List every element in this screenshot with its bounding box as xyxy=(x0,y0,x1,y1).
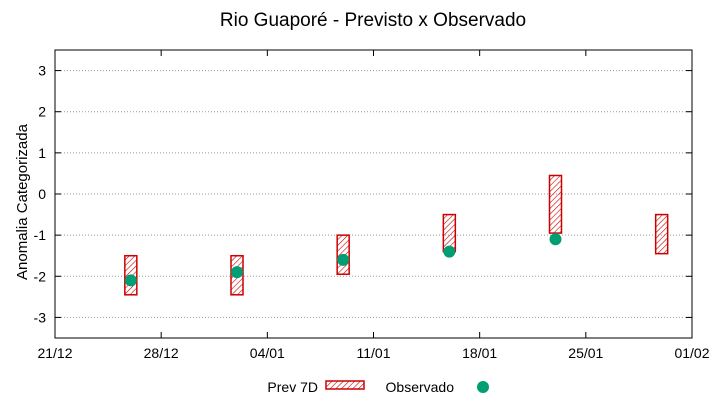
y-tick-label: 2 xyxy=(38,104,46,120)
observed-point xyxy=(337,253,350,266)
x-tick-label: 04/01 xyxy=(250,345,285,361)
x-axis: 21/12 28/12 04/01 11/01 18/01 25/01 01/02 xyxy=(37,50,710,361)
x-tick-label: 28/12 xyxy=(144,345,179,361)
observed-point xyxy=(124,274,137,287)
observed-point xyxy=(549,233,562,246)
y-tick-label: -1 xyxy=(34,227,47,243)
legend-swatch-prev xyxy=(325,380,365,390)
x-tick-label: 11/01 xyxy=(357,345,391,361)
x-tick-label: 01/02 xyxy=(674,345,709,361)
x-tick-label: 18/01 xyxy=(462,345,497,361)
forecast-range-bar xyxy=(654,213,669,255)
y-axis: -3 -2 -1 0 1 2 3 xyxy=(34,63,692,325)
x-tick-label: 21/12 xyxy=(37,345,72,361)
grid-lines xyxy=(55,70,692,318)
y-tick-label: 0 xyxy=(38,186,46,202)
y-tick-label: -3 xyxy=(34,309,47,325)
y-tick-label: 3 xyxy=(38,63,46,79)
y-axis-title: Anomalia Categorizada xyxy=(14,123,31,280)
observed-point xyxy=(231,266,243,279)
legend-label-observado: Observado xyxy=(386,379,455,395)
chart-title: Rio Guaporé - Previsto x Observado xyxy=(220,10,526,31)
legend-marker-observado xyxy=(477,381,489,393)
y-tick-label: -2 xyxy=(34,268,47,284)
legend: Prev 7D Observado xyxy=(267,379,489,395)
x-tick-label: 25/01 xyxy=(568,345,603,361)
y-tick-label: 1 xyxy=(38,145,46,161)
series-layer xyxy=(124,174,669,296)
legend-label-prev: Prev 7D xyxy=(267,379,318,395)
observed-point xyxy=(443,245,456,258)
forecast-range-bar xyxy=(548,174,563,234)
